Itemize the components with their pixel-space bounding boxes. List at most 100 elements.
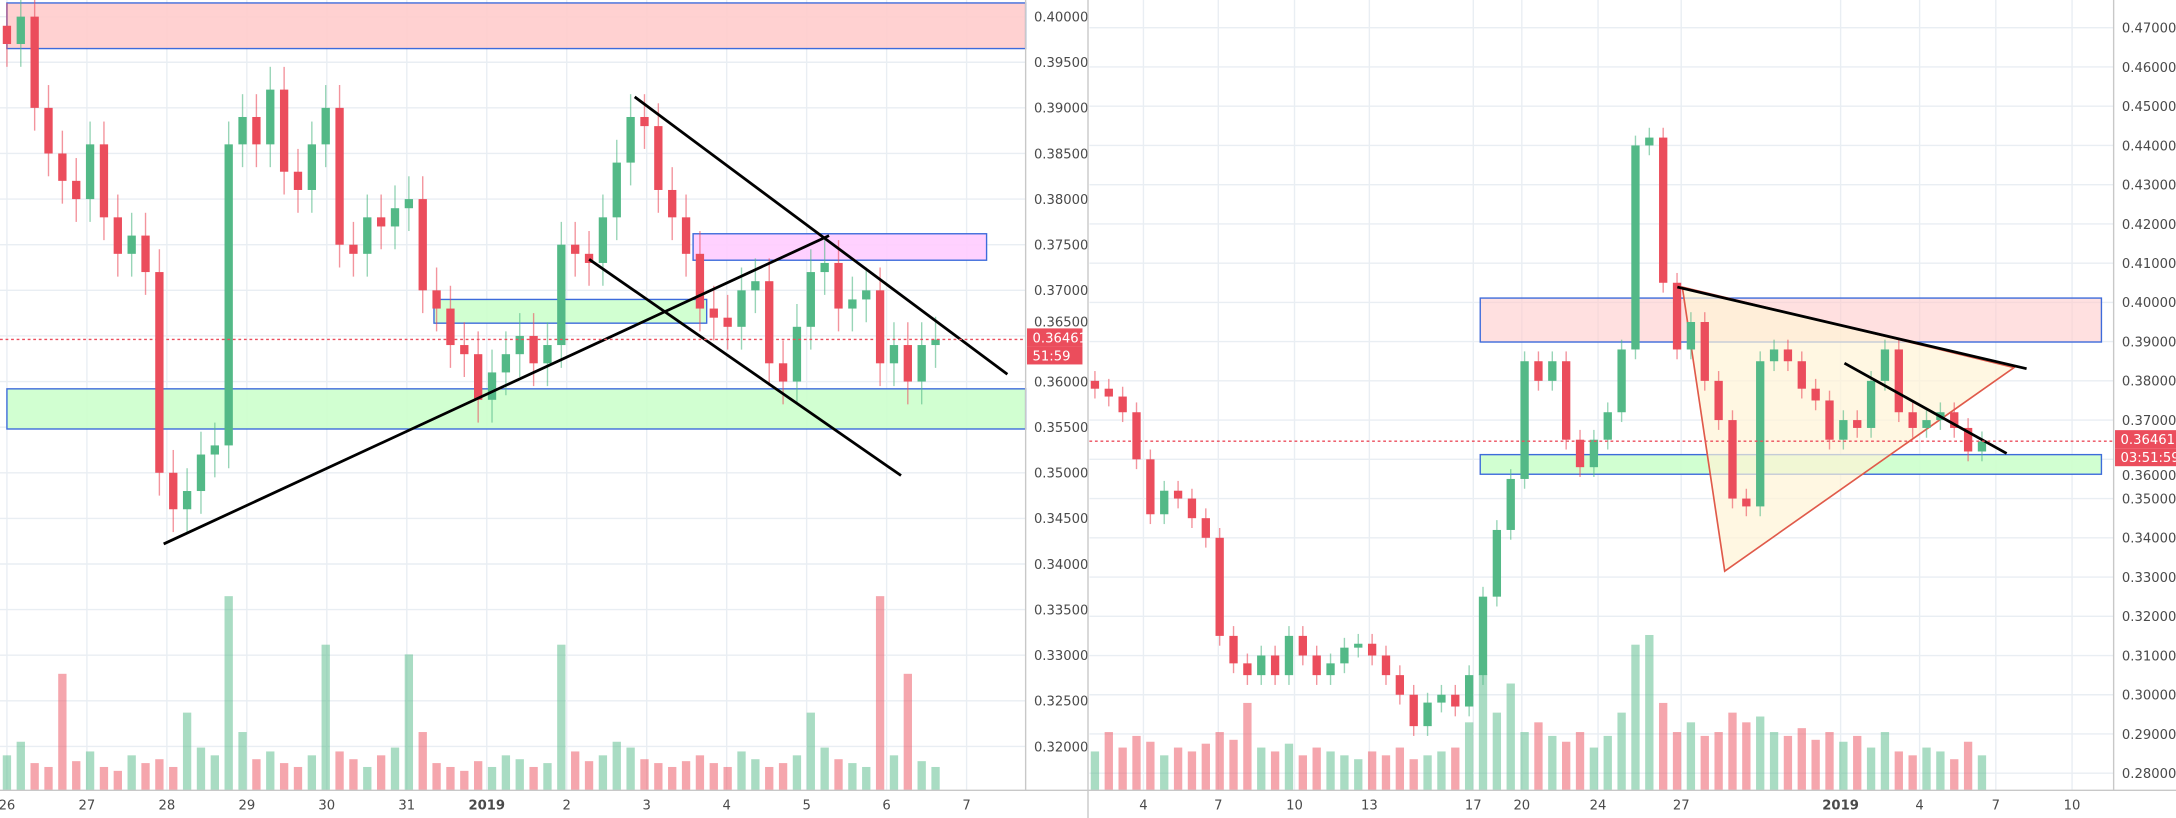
x-tick-label: 27 xyxy=(79,799,96,814)
x-tick-label: 24 xyxy=(1590,799,1607,814)
x-tick-label: 26 xyxy=(0,799,15,814)
volume-bar xyxy=(1215,732,1224,791)
volume-bar xyxy=(1617,712,1626,791)
last-price-label: 0.36461 xyxy=(1033,331,1087,346)
candle-body xyxy=(820,262,829,273)
volume-bar xyxy=(169,766,178,791)
volume-bar xyxy=(1132,735,1141,791)
candle-body xyxy=(238,116,247,145)
candle-body xyxy=(1866,380,1876,428)
volume-bar xyxy=(99,766,109,791)
candle-body xyxy=(2,25,12,45)
candle-body xyxy=(1270,655,1280,676)
x-tick-label: 7 xyxy=(1214,799,1222,814)
candle-body xyxy=(16,16,25,45)
candle-body xyxy=(1562,361,1571,440)
x-tick-label: 28 xyxy=(158,799,175,814)
x-tick-label: 7 xyxy=(962,799,970,814)
x-tick-label: 2019 xyxy=(1822,799,1859,814)
candle-body xyxy=(44,107,53,154)
candle-body xyxy=(709,308,718,318)
candle-body xyxy=(806,272,815,327)
volume-bar xyxy=(626,747,635,791)
candle-body xyxy=(1700,322,1709,381)
candle-body xyxy=(321,107,330,145)
volume-bar xyxy=(792,755,802,791)
volume-bar xyxy=(778,763,788,791)
y-tick-label: 0.29000 xyxy=(2122,728,2176,743)
volume-bar xyxy=(30,763,39,791)
candle-body xyxy=(1797,361,1806,389)
candle-body xyxy=(1478,596,1488,676)
candle-body xyxy=(1229,635,1238,664)
candle-body xyxy=(1659,137,1668,283)
volume-bar xyxy=(1562,741,1571,791)
candle-body xyxy=(1160,490,1169,515)
y-tick-label: 0.35500 xyxy=(1034,421,1088,436)
volume-bar xyxy=(889,755,899,791)
trendline xyxy=(588,258,902,477)
right-chart-panel[interactable]: 0.47000 0.46000 0.45000 0.44000 0.43000 0.420… xyxy=(1089,0,2176,814)
candle-body xyxy=(598,217,608,263)
volume-bar xyxy=(1367,751,1377,791)
candle-body xyxy=(1187,498,1197,519)
y-tick-label: 0.38500 xyxy=(1034,147,1088,162)
y-tick-label: 0.36500 xyxy=(1034,315,1088,330)
candle-body xyxy=(1257,655,1266,676)
candle-body xyxy=(1672,282,1682,350)
x-tick-label: 7 xyxy=(1992,799,2000,814)
y-tick-label: 0.38000 xyxy=(1034,193,1088,208)
candle-body xyxy=(931,339,940,346)
candle-body xyxy=(1464,675,1474,707)
candle-body xyxy=(695,253,705,309)
volume-bar xyxy=(460,770,469,791)
volume-bar xyxy=(654,763,663,791)
candle-body xyxy=(404,199,414,209)
candle-body xyxy=(141,235,150,273)
volume-bar xyxy=(1894,751,1903,791)
volume-bar xyxy=(279,763,289,791)
volume-bar xyxy=(557,644,566,791)
volume-bar xyxy=(1423,755,1432,791)
candle-body xyxy=(889,345,899,364)
left-chart-panel[interactable]: 0.40000 0.39500 0.39000 0.38500 0.38000 0.375… xyxy=(0,0,1088,814)
y-tick-label: 0.39500 xyxy=(1034,56,1088,71)
volume-bar xyxy=(820,747,829,791)
candle-body xyxy=(1451,694,1460,707)
volume-bar xyxy=(1187,751,1197,791)
candle-body xyxy=(543,345,552,364)
support-zone xyxy=(433,298,708,324)
volume-bar xyxy=(709,763,718,791)
volume-bar xyxy=(1853,735,1862,791)
x-tick-label: 29 xyxy=(238,799,255,814)
candle-body xyxy=(1409,694,1418,727)
candle-body xyxy=(1839,420,1848,440)
y-tick-label: 0.34500 xyxy=(1034,512,1088,527)
x-tick-label: 6 xyxy=(882,799,890,814)
candle-body xyxy=(1714,380,1723,421)
volume-bar xyxy=(515,759,524,791)
volume-bar xyxy=(404,654,414,791)
candle-body xyxy=(1215,537,1224,636)
candle-body xyxy=(1756,361,1765,507)
volume-bar xyxy=(335,751,344,791)
candle-body xyxy=(1506,478,1515,530)
y-tick-label: 0.32000 xyxy=(1034,740,1088,755)
y-tick-label: 0.37000 xyxy=(2122,414,2176,429)
candle-body xyxy=(1520,361,1529,479)
candle-body xyxy=(1326,663,1335,676)
candle-body xyxy=(1908,412,1917,428)
y-tick-label: 0.28000 xyxy=(2122,767,2176,782)
volume-bar xyxy=(1118,747,1127,791)
x-tick-label: 17 xyxy=(1465,799,1482,814)
y-tick-label: 0.36000 xyxy=(1034,375,1088,390)
x-tick-label: 13 xyxy=(1361,799,1378,814)
volume-bar xyxy=(141,763,150,791)
candle-body xyxy=(1312,655,1321,676)
last-price-badge xyxy=(1027,328,1083,347)
volume-bar xyxy=(1922,747,1931,791)
x-tick-label: 2019 xyxy=(468,799,505,814)
volume-bar xyxy=(210,755,219,791)
volume-bar xyxy=(196,747,206,791)
